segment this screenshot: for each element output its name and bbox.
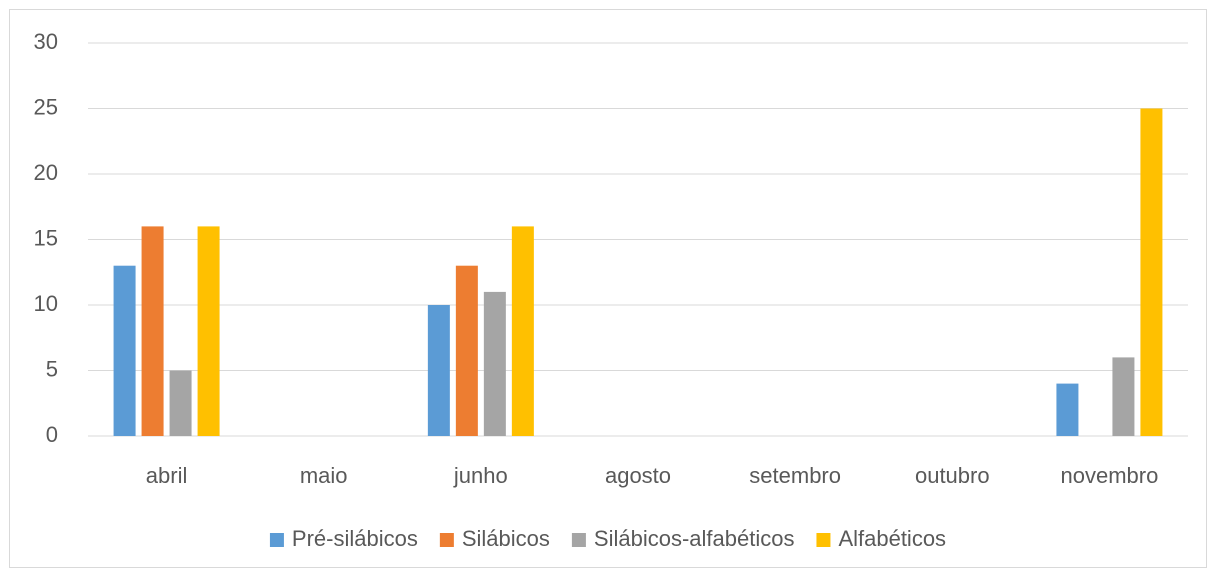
y-tick-label: 5 — [46, 356, 58, 381]
legend-label: Silábicos-alfabéticos — [594, 526, 795, 551]
y-tick-label: 15 — [34, 225, 58, 250]
legend-swatch — [439, 533, 454, 547]
bar — [1112, 357, 1135, 436]
x-tick-label: maio — [300, 463, 348, 488]
legend-label: Pré-silábicos — [292, 526, 418, 551]
bar — [427, 305, 450, 436]
bar — [169, 370, 192, 436]
bar — [113, 265, 136, 436]
x-tick-label: novembro — [1061, 463, 1159, 488]
bar — [455, 265, 478, 436]
bar — [197, 226, 220, 436]
y-tick-label: 30 — [34, 29, 58, 54]
y-tick-label: 0 — [46, 422, 58, 447]
bar — [483, 291, 506, 436]
x-tick-label: outubro — [915, 463, 990, 488]
x-tick-label: agosto — [605, 463, 671, 488]
x-tick-label: abril — [146, 463, 188, 488]
legend-swatch — [571, 533, 586, 547]
legend-label: Alfabéticos — [838, 526, 946, 551]
x-tick-label: setembro — [749, 463, 841, 488]
y-tick-label: 10 — [34, 291, 58, 316]
bar — [1140, 108, 1163, 436]
bar — [141, 226, 164, 436]
legend-swatch — [269, 533, 284, 547]
y-tick-label: 25 — [34, 94, 58, 119]
bar — [1056, 383, 1079, 436]
y-tick-label: 20 — [34, 160, 58, 185]
x-tick-label: junho — [453, 463, 508, 488]
legend-label: Silábicos — [462, 526, 550, 551]
bar — [511, 226, 534, 436]
legend-swatch — [816, 533, 831, 547]
